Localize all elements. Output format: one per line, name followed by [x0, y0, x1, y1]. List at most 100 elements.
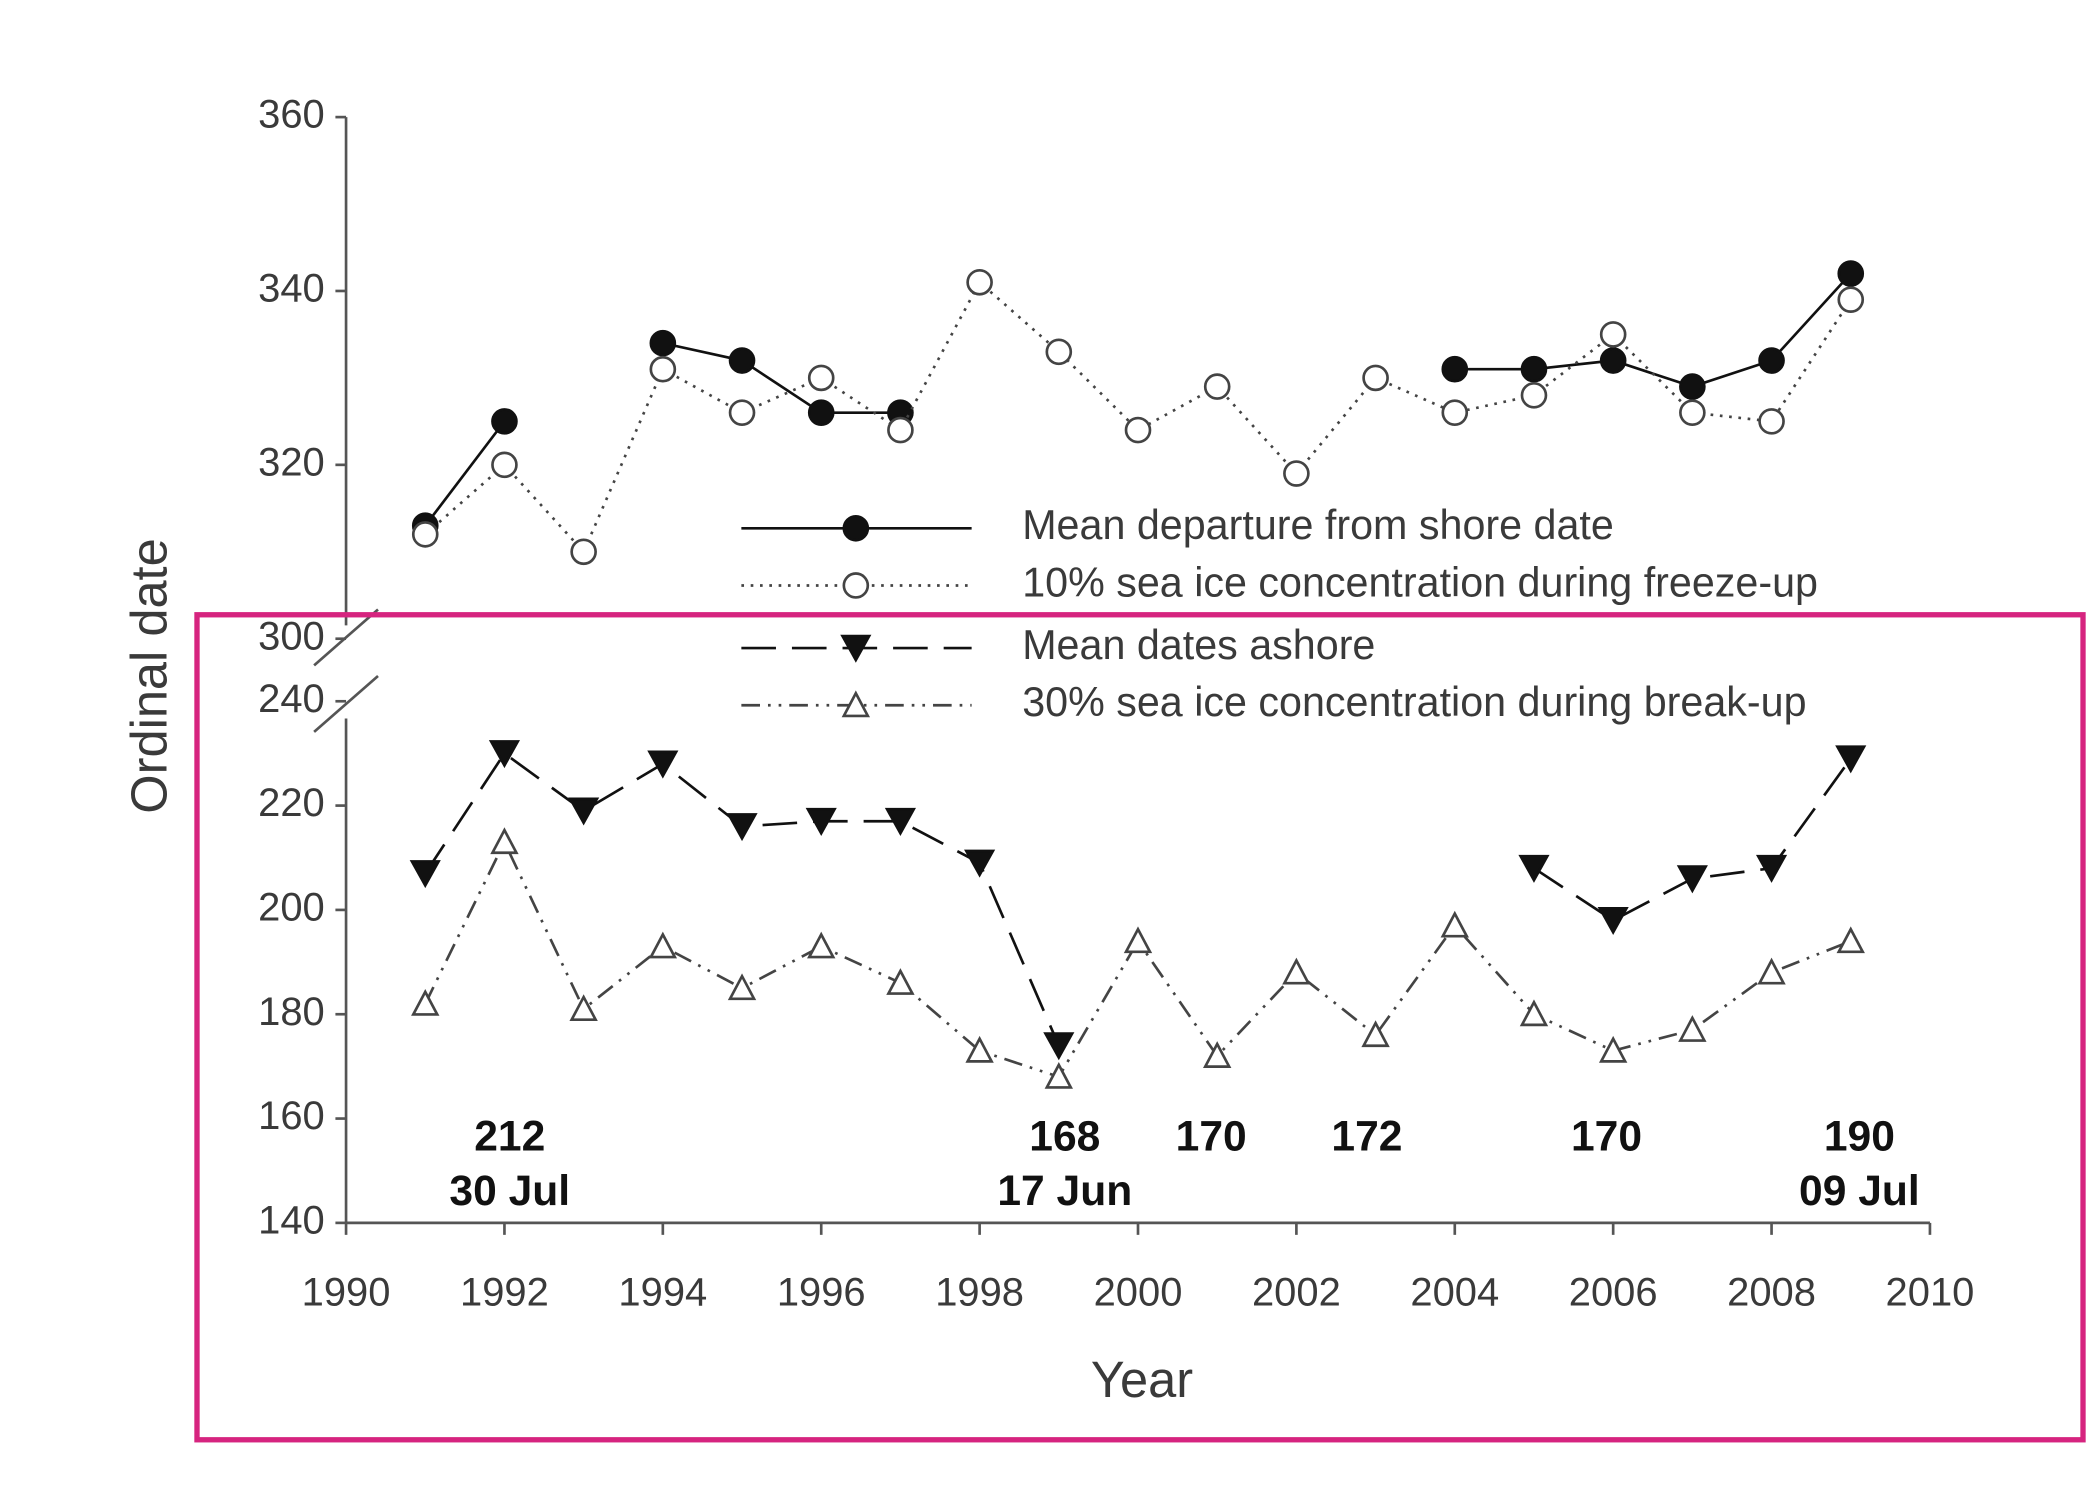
- annotation: 30 Jul: [449, 1167, 570, 1215]
- point: [1361, 1020, 1390, 1048]
- point: [411, 988, 440, 1016]
- point: [1440, 910, 1469, 938]
- y-tick-label: 320: [258, 440, 325, 484]
- annotation: 170: [1176, 1112, 1247, 1160]
- annotation: 170: [1571, 1112, 1642, 1160]
- point: [964, 849, 996, 878]
- x-tick-label: 2002: [1252, 1270, 1341, 1314]
- point: [966, 268, 993, 296]
- legend-label: Mean departure from shore date: [1022, 502, 1614, 548]
- point: [1044, 1062, 1073, 1089]
- point: [409, 860, 441, 889]
- point: [1203, 373, 1231, 400]
- point: [1598, 1035, 1628, 1063]
- point: [648, 931, 678, 959]
- annotation: 09 Jul: [1799, 1167, 1920, 1215]
- annotation: 212: [474, 1112, 545, 1160]
- x-tick-label: 1990: [302, 1270, 391, 1314]
- point: [1758, 347, 1785, 374]
- y-tick-label: 240: [258, 677, 325, 721]
- point: [647, 750, 679, 779]
- point: [1597, 907, 1629, 936]
- x-axis-title: Year: [1091, 1351, 1193, 1408]
- point: [887, 416, 914, 444]
- point: [568, 797, 600, 826]
- point: [488, 740, 521, 769]
- axis-break: [313, 674, 379, 733]
- series-line: [662, 341, 901, 415]
- point: [1836, 926, 1865, 954]
- point: [1519, 999, 1549, 1027]
- point: [649, 329, 677, 357]
- series-line: [424, 420, 506, 527]
- point: [1755, 854, 1788, 883]
- x-tick-label: 1998: [935, 1270, 1024, 1314]
- point: [1599, 321, 1627, 348]
- point: [1043, 1032, 1075, 1061]
- y-tick-label: 200: [258, 885, 325, 929]
- point: [490, 827, 519, 855]
- point: [1676, 865, 1708, 894]
- y-tick-label: 300: [258, 614, 325, 658]
- point: [1679, 399, 1706, 426]
- point: [1678, 1015, 1707, 1042]
- point: [1441, 399, 1469, 426]
- point: [1679, 373, 1706, 400]
- point: [807, 364, 835, 392]
- annotation: 190: [1824, 1112, 1895, 1160]
- point: [728, 347, 756, 374]
- point: [569, 994, 598, 1021]
- point: [1282, 957, 1311, 985]
- point: [570, 538, 597, 566]
- point: [1045, 338, 1073, 366]
- point: [965, 1035, 994, 1063]
- annotation: 17 Jun: [997, 1167, 1132, 1215]
- point: [1520, 381, 1548, 409]
- y-tick-label: 360: [258, 93, 325, 137]
- point: [1835, 745, 1867, 774]
- highlight-box: [194, 612, 2086, 1443]
- legend-label: 10% sea ice concentration during freeze-…: [1022, 559, 1818, 605]
- point: [1757, 957, 1786, 985]
- y-tick-label: 140: [258, 1198, 325, 1242]
- legend-label: 30% sea ice concentration during break-u…: [1022, 679, 1806, 725]
- point: [1837, 260, 1865, 287]
- point: [884, 807, 916, 836]
- point: [491, 451, 518, 479]
- point: [1599, 347, 1627, 374]
- x-tick-label: 1996: [777, 1270, 866, 1314]
- legend-marker: [842, 572, 870, 599]
- y-tick-label: 180: [258, 990, 325, 1034]
- legend-marker: [841, 690, 871, 718]
- point: [1441, 355, 1469, 383]
- point: [1124, 416, 1152, 444]
- y-tick-label: 340: [258, 267, 325, 311]
- annotation: 172: [1331, 1112, 1402, 1160]
- legend-label: Mean dates ashore: [1022, 622, 1375, 668]
- x-tick-label: 2004: [1410, 1270, 1499, 1314]
- point: [807, 399, 835, 426]
- point: [1123, 926, 1153, 954]
- y-axis-title: Ordinal date: [120, 538, 177, 813]
- point: [726, 813, 758, 842]
- point: [886, 968, 915, 995]
- point: [411, 521, 439, 548]
- x-tick-label: 1992: [460, 1270, 549, 1314]
- point: [1362, 364, 1389, 392]
- point: [807, 931, 836, 959]
- point: [728, 399, 756, 426]
- y-tick-label: 160: [258, 1094, 325, 1138]
- legend-marker: [842, 514, 870, 542]
- point: [1837, 286, 1865, 313]
- x-tick-label: 2000: [1094, 1270, 1183, 1314]
- point: [649, 355, 677, 383]
- y-tick-label: 220: [258, 781, 325, 825]
- point: [727, 973, 757, 1001]
- x-tick-label: 1994: [618, 1270, 707, 1314]
- point: [1283, 460, 1310, 487]
- point: [1758, 408, 1785, 435]
- x-tick-label: 2006: [1569, 1270, 1658, 1314]
- point: [1203, 1041, 1232, 1068]
